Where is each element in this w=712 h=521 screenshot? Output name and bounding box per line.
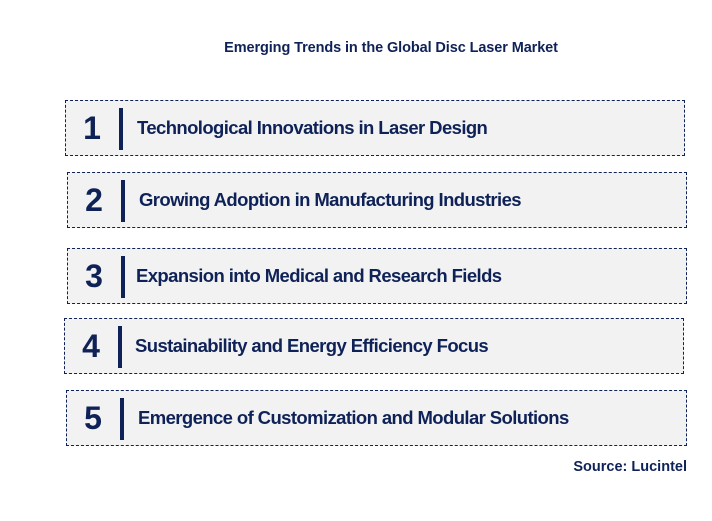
trend-number: 5 [84, 399, 102, 436]
trend-item-5: 5 Emergence of Customization and Modular… [66, 390, 687, 446]
trend-item-3: 3 Expansion into Medical and Research Fi… [67, 248, 687, 304]
trend-label: Technological Innovations in Laser Desig… [137, 117, 488, 138]
trend-item-1: 1 Technological Innovations in Laser Des… [65, 100, 685, 156]
trend-item-2: 2 Growing Adoption in Manufacturing Indu… [67, 172, 687, 228]
divider-bar [121, 256, 125, 298]
trend-label: Growing Adoption in Manufacturing Indust… [139, 189, 522, 210]
trend-item-4: 4 Sustainability and Energy Efficiency F… [64, 318, 684, 374]
divider-bar [121, 180, 125, 222]
source-note: Source: Lucintel [573, 459, 687, 475]
trend-number: 4 [82, 327, 100, 364]
trend-number: 2 [85, 181, 103, 218]
diagram-title: Emerging Trends in the Global Disc Laser… [224, 40, 558, 56]
divider-bar [118, 326, 122, 368]
trend-label: Emergence of Customization and Modular S… [138, 407, 569, 428]
trend-number: 1 [83, 109, 101, 146]
divider-bar [120, 398, 124, 440]
trend-number: 3 [85, 257, 103, 294]
trend-label: Expansion into Medical and Research Fiel… [136, 265, 502, 286]
trend-label: Sustainability and Energy Efficiency Foc… [135, 335, 489, 356]
divider-bar [119, 108, 123, 150]
